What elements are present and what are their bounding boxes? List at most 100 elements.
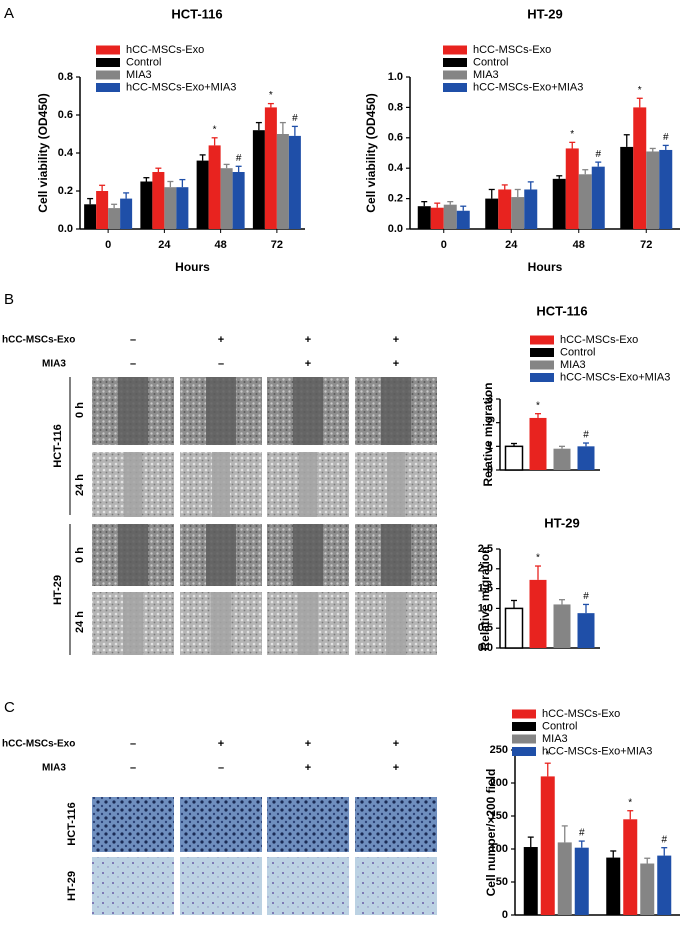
legend-swatch xyxy=(443,45,467,55)
y-tick-label: 0.2 xyxy=(58,185,73,197)
legend-swatch xyxy=(96,83,120,92)
bar xyxy=(646,151,660,229)
significance-mark: # xyxy=(583,430,589,441)
micrograph xyxy=(267,797,349,852)
bar xyxy=(152,172,165,229)
bar xyxy=(232,172,245,229)
bar xyxy=(553,604,571,648)
bar xyxy=(417,206,431,229)
legend-swatch xyxy=(530,360,554,370)
y-axis-label: Cell numper/×200 field xyxy=(484,769,498,897)
y-tick-label: 50 xyxy=(496,876,508,888)
legend-label: hCC-MSCs-Exo xyxy=(560,334,638,346)
y-tick-label: 3 xyxy=(487,393,493,405)
significance-mark: * xyxy=(536,553,540,564)
bar xyxy=(485,198,499,229)
bar xyxy=(633,107,647,229)
y-tick-label: 0.5 xyxy=(478,622,493,634)
wound-gap xyxy=(123,592,143,655)
y-tick-label: 0.8 xyxy=(388,101,403,113)
legend-swatch xyxy=(96,45,120,55)
wound-gap xyxy=(118,377,148,445)
legend-swatch xyxy=(96,58,120,67)
y-axis-label: Relative migration xyxy=(478,546,492,650)
legend-swatch xyxy=(530,348,554,357)
bar xyxy=(511,197,525,229)
micrograph xyxy=(92,857,174,915)
treatment-sign: + xyxy=(393,358,399,370)
x-tick-label: 72 xyxy=(640,239,652,251)
significance-mark: * xyxy=(546,750,550,761)
treatment-sign: + xyxy=(393,762,399,774)
legend-swatch xyxy=(443,70,467,80)
wound-gap xyxy=(206,524,236,586)
legend-label: Control xyxy=(542,720,577,732)
chart-title: HCT-116 xyxy=(536,303,587,318)
time-label: 24 h xyxy=(74,611,86,633)
legend-label: hCC-MSCs-Exo+MIA3 xyxy=(542,745,652,757)
x-tick-label: 0 xyxy=(105,239,111,251)
wound-gap xyxy=(211,592,231,655)
significance-mark: # xyxy=(663,132,669,143)
y-tick-label: 1 xyxy=(487,440,493,452)
legend-swatch xyxy=(512,747,536,756)
bar xyxy=(208,145,221,229)
treatment-sign: – xyxy=(130,358,136,370)
bar xyxy=(640,863,655,915)
y-tick-label: 0.4 xyxy=(388,162,404,174)
wound-gap xyxy=(381,377,411,445)
bar xyxy=(529,579,547,648)
wound-gap xyxy=(299,452,317,517)
bar xyxy=(529,417,547,470)
bar xyxy=(659,149,673,229)
micrographs xyxy=(92,377,437,655)
bar xyxy=(264,107,277,229)
bar xyxy=(606,857,621,915)
legend-swatch xyxy=(512,734,536,744)
y-tick-label: 2 xyxy=(487,417,493,429)
cell-line-label: HT-29 xyxy=(66,871,78,901)
legend-swatch xyxy=(512,709,536,719)
significance-mark: # xyxy=(236,153,242,164)
bar xyxy=(498,189,512,229)
x-tick-label: 48 xyxy=(215,239,227,251)
legend-swatch xyxy=(530,373,554,382)
y-tick-label: 150 xyxy=(490,810,508,822)
cell-line-label: HCT-116 xyxy=(66,802,78,845)
bar xyxy=(552,178,566,229)
y-tick-label: 0.4 xyxy=(58,147,74,159)
significance-mark: * xyxy=(628,797,632,808)
y-tick-label: 0.0 xyxy=(58,223,73,235)
wound-gap xyxy=(381,524,411,586)
bar xyxy=(577,446,595,470)
micrograph xyxy=(180,857,262,915)
treatment-sign: – xyxy=(218,762,224,774)
legend-swatch xyxy=(96,70,120,80)
legend-label: hCC-MSCs-Exo xyxy=(473,44,551,56)
x-tick-label: 24 xyxy=(158,239,171,251)
treatment-sign: + xyxy=(305,334,311,346)
wound-gap xyxy=(118,524,148,586)
significance-mark: # xyxy=(661,834,667,845)
wound-gap xyxy=(293,377,323,445)
bar xyxy=(523,847,538,915)
legend-label: MIA3 xyxy=(126,69,152,81)
chart-title: HT-29 xyxy=(544,515,579,530)
treatment-signs: – + + + – – + + xyxy=(130,738,399,774)
x-tick-label: 72 xyxy=(271,239,283,251)
legend-swatch xyxy=(512,722,536,731)
wound-gap xyxy=(298,592,318,655)
y-tick-label: 0.0 xyxy=(478,642,493,654)
row-header: MIA3 xyxy=(42,359,66,370)
x-axis-label: Hours xyxy=(175,260,210,274)
y-tick-label: 0 xyxy=(487,464,493,476)
bar xyxy=(220,168,233,229)
wound-gap xyxy=(124,452,142,517)
legend-label: hCC-MSCs-Exo xyxy=(542,708,620,720)
treatment-signs: – + + + – – + + xyxy=(130,334,399,370)
x-tick-label: 48 xyxy=(573,239,585,251)
y-axis-label: Relative migration xyxy=(481,382,495,486)
micrograph xyxy=(267,857,349,915)
legend-label: MIA3 xyxy=(473,69,499,81)
treatment-sign: – xyxy=(130,334,136,346)
